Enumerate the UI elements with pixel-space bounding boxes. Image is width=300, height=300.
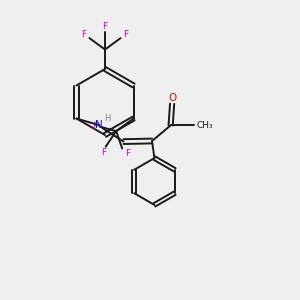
Text: O: O (168, 93, 176, 103)
Text: F: F (81, 30, 87, 39)
Text: F: F (92, 122, 97, 131)
Text: H: H (104, 114, 110, 123)
Text: F: F (102, 22, 108, 31)
Text: N: N (95, 120, 103, 130)
Text: F: F (125, 148, 130, 158)
Text: F: F (102, 148, 107, 157)
Text: F: F (123, 30, 129, 39)
Text: CH₃: CH₃ (196, 121, 213, 130)
